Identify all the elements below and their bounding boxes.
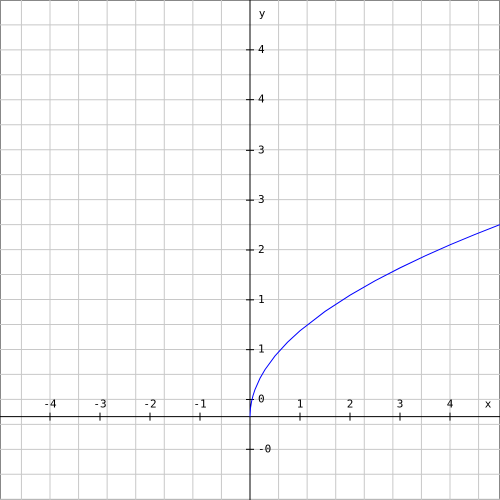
- x-tick-label: 3: [397, 398, 404, 411]
- y-tick-label: 0: [258, 392, 265, 405]
- x-tick-label: 1: [297, 398, 304, 411]
- x-axis-label: x: [485, 398, 492, 411]
- y-tick-label: 4: [258, 43, 265, 56]
- x-tick-label: -4: [43, 398, 57, 411]
- y-tick-label: 4: [258, 93, 265, 106]
- x-tick-label: -3: [93, 398, 106, 411]
- y-tick-label: 1: [258, 293, 265, 306]
- y-tick-label: 2: [258, 243, 265, 256]
- x-tick-label: 4: [447, 398, 454, 411]
- x-tick-label: -2: [143, 398, 156, 411]
- curve: [249, 224, 500, 417]
- y-axis-label: y: [259, 7, 266, 20]
- y-tick-label: 3: [258, 143, 265, 156]
- y-tick-label: -0: [258, 442, 271, 455]
- x-tick-label: -1: [193, 398, 206, 411]
- x-tick-label: 2: [347, 398, 354, 411]
- y-tick-label: 1: [258, 343, 265, 356]
- y-tick-label: 3: [258, 193, 265, 206]
